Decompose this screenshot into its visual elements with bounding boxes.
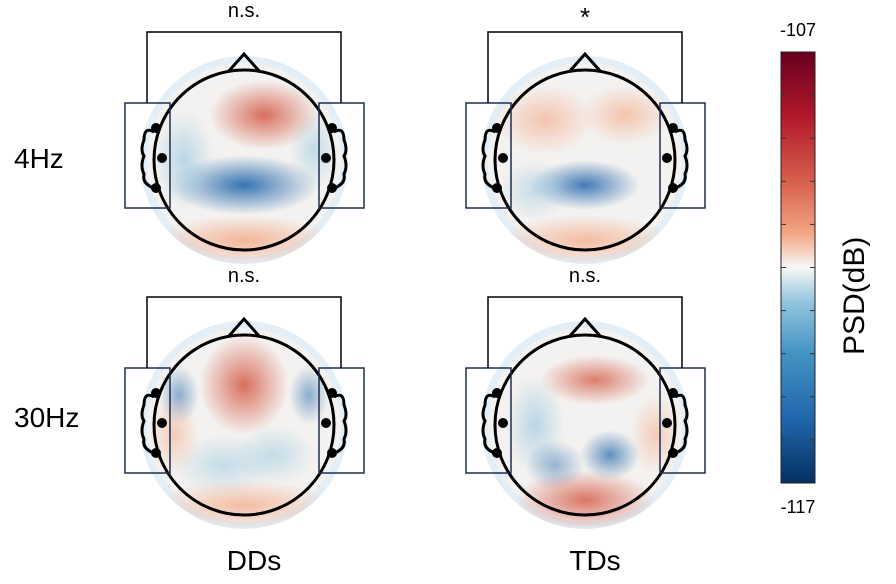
power-blob (495, 215, 675, 264)
electrode-dot (668, 448, 678, 458)
electrode-dot (327, 183, 337, 193)
nose-icon (226, 51, 262, 73)
head-outline (152, 333, 336, 517)
electrode-dot (498, 153, 508, 163)
colorbar-min-label: -117 (780, 497, 816, 517)
topoplot-30hz-dds (124, 296, 365, 529)
ear-icon (140, 128, 155, 190)
ear-icon (674, 393, 689, 455)
electrode-dot (668, 123, 678, 133)
nose-icon (226, 316, 262, 338)
head-outline (152, 68, 336, 252)
topoplot-30hz-tds (465, 296, 706, 529)
power-blob (630, 395, 680, 475)
ear-icon (333, 128, 348, 190)
power-blob (580, 430, 640, 480)
ear-icon (481, 393, 496, 455)
electrode-dot (492, 388, 502, 398)
colorbar-max-label: -107 (779, 20, 817, 40)
column-label-dds: DDs (226, 545, 282, 576)
electrode-dot (662, 153, 672, 163)
colorbar-title: PSD(dB) (838, 236, 871, 355)
ear-icon (333, 393, 348, 455)
power-blob (495, 85, 595, 155)
topoplot-4hz-tds (465, 31, 706, 264)
electrode-dot (151, 123, 161, 133)
row-label-4hz: 4Hz (14, 143, 64, 174)
electrode-dot (151, 388, 161, 398)
electrode-dot (327, 448, 337, 458)
significance-4hz-dds: n.s. (227, 0, 261, 22)
significance-bracket (487, 31, 683, 103)
electrode-dot (157, 153, 167, 163)
electrode-dot (492, 123, 502, 133)
power-blob (525, 440, 585, 490)
power-blob (154, 110, 214, 210)
electrode-dot (498, 418, 508, 428)
nose-icon (567, 316, 603, 338)
electrode-dot (151, 183, 161, 193)
ear-icon (140, 393, 155, 455)
electrode-dot (492, 183, 502, 193)
significance-4hz-tds: * (579, 2, 591, 32)
electrode-dot (321, 418, 331, 428)
power-blob (540, 355, 650, 405)
power-blob (500, 160, 570, 220)
power-blob (580, 85, 670, 145)
electrode-dot (151, 448, 161, 458)
significance-bracket (146, 296, 342, 368)
nose-icon (567, 51, 603, 73)
head-outline (493, 68, 677, 252)
electrode-dot (321, 153, 331, 163)
ear-icon (674, 128, 689, 190)
electrode-dot (327, 388, 337, 398)
power-blob (154, 480, 334, 529)
column-label-tds: TDs (569, 545, 621, 576)
significance-30hz-tds: n.s. (568, 265, 602, 287)
power-blob (234, 425, 314, 485)
row-label-30hz: 30Hz (14, 402, 80, 433)
power-blob (289, 365, 329, 425)
electrode-dot (668, 388, 678, 398)
electrode-dot (668, 183, 678, 193)
ear-icon (481, 128, 496, 190)
power-blob (149, 395, 199, 475)
power-blob (209, 80, 319, 150)
significance-bracket (487, 296, 683, 368)
significance-bracket (146, 31, 342, 103)
power-blob (289, 110, 339, 190)
colorbar (780, 51, 816, 484)
electrode-dot (327, 123, 337, 133)
electrode-dot (662, 418, 672, 428)
significance-30hz-dds: n.s. (227, 265, 261, 287)
power-blob (199, 335, 289, 435)
power-blob (154, 215, 334, 264)
topoplot-4hz-dds (124, 31, 365, 264)
electrode-dot (157, 418, 167, 428)
head-outline (493, 333, 677, 517)
electrode-dot (492, 448, 502, 458)
